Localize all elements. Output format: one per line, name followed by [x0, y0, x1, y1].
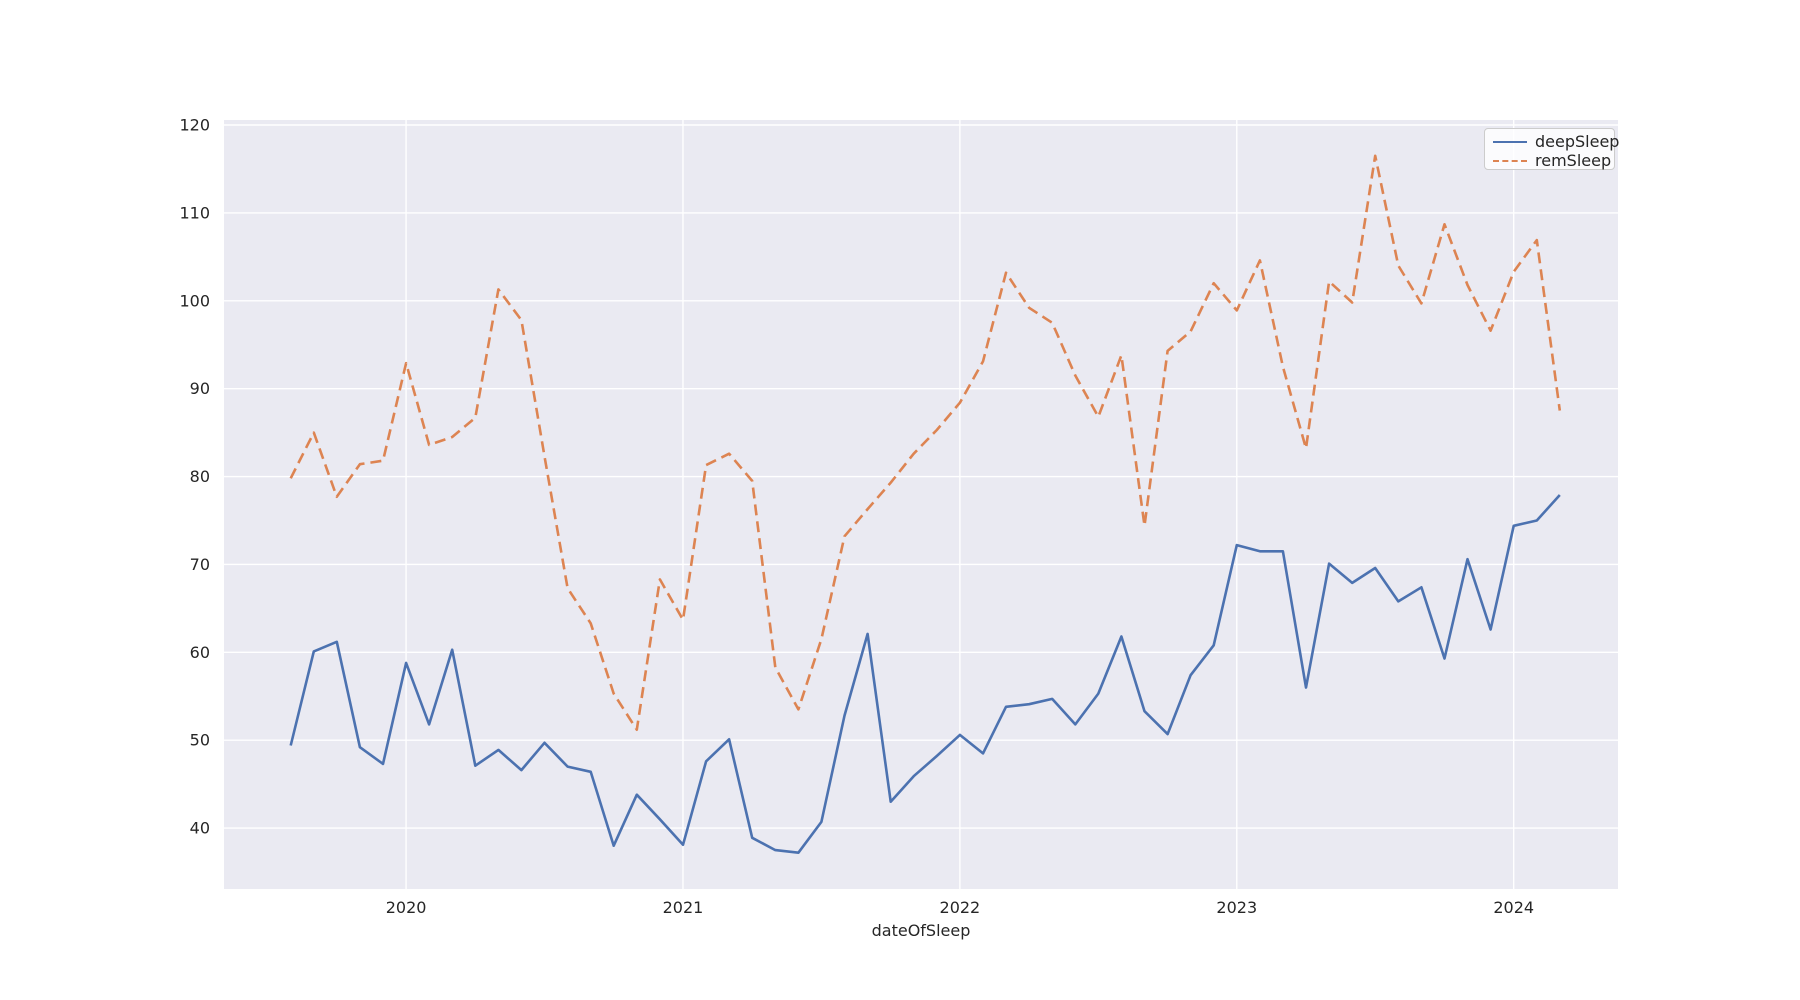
y-tick-label: 120 — [179, 116, 210, 135]
y-tick-label: 90 — [190, 379, 210, 398]
deepsleep-line-sample-icon — [1493, 140, 1527, 143]
chart-legend: deepSleep remSleep — [1484, 128, 1619, 170]
y-tick-label: 80 — [190, 467, 210, 486]
y-tick-label: 50 — [190, 731, 210, 750]
plot-area — [224, 120, 1618, 889]
x-tick-label: 2024 — [1493, 898, 1534, 917]
y-tick-label: 100 — [179, 291, 210, 310]
x-axis-label: dateOfSleep — [871, 921, 971, 940]
y-tick-label: 110 — [179, 203, 210, 222]
y-tick-label: 60 — [190, 643, 210, 662]
remsleep-line-sample-icon — [1493, 159, 1527, 162]
legend-entry-remsleep: remSleep — [1493, 151, 1611, 170]
y-tick-label: 70 — [190, 555, 210, 574]
y-tick-label: 40 — [190, 819, 210, 838]
legend-label-deepsleep: deepSleep — [1535, 132, 1620, 151]
legend-label-remsleep: remSleep — [1535, 151, 1612, 170]
legend-entry-deepsleep: deepSleep — [1493, 132, 1619, 151]
deepSleep-line — [289, 494, 1561, 855]
x-tick-label: 2021 — [663, 898, 704, 917]
remSleep-line — [289, 154, 1562, 732]
x-tick-label: 2020 — [386, 898, 427, 917]
x-tick-label: 2023 — [1216, 898, 1257, 917]
x-tick-label: 2022 — [940, 898, 981, 917]
